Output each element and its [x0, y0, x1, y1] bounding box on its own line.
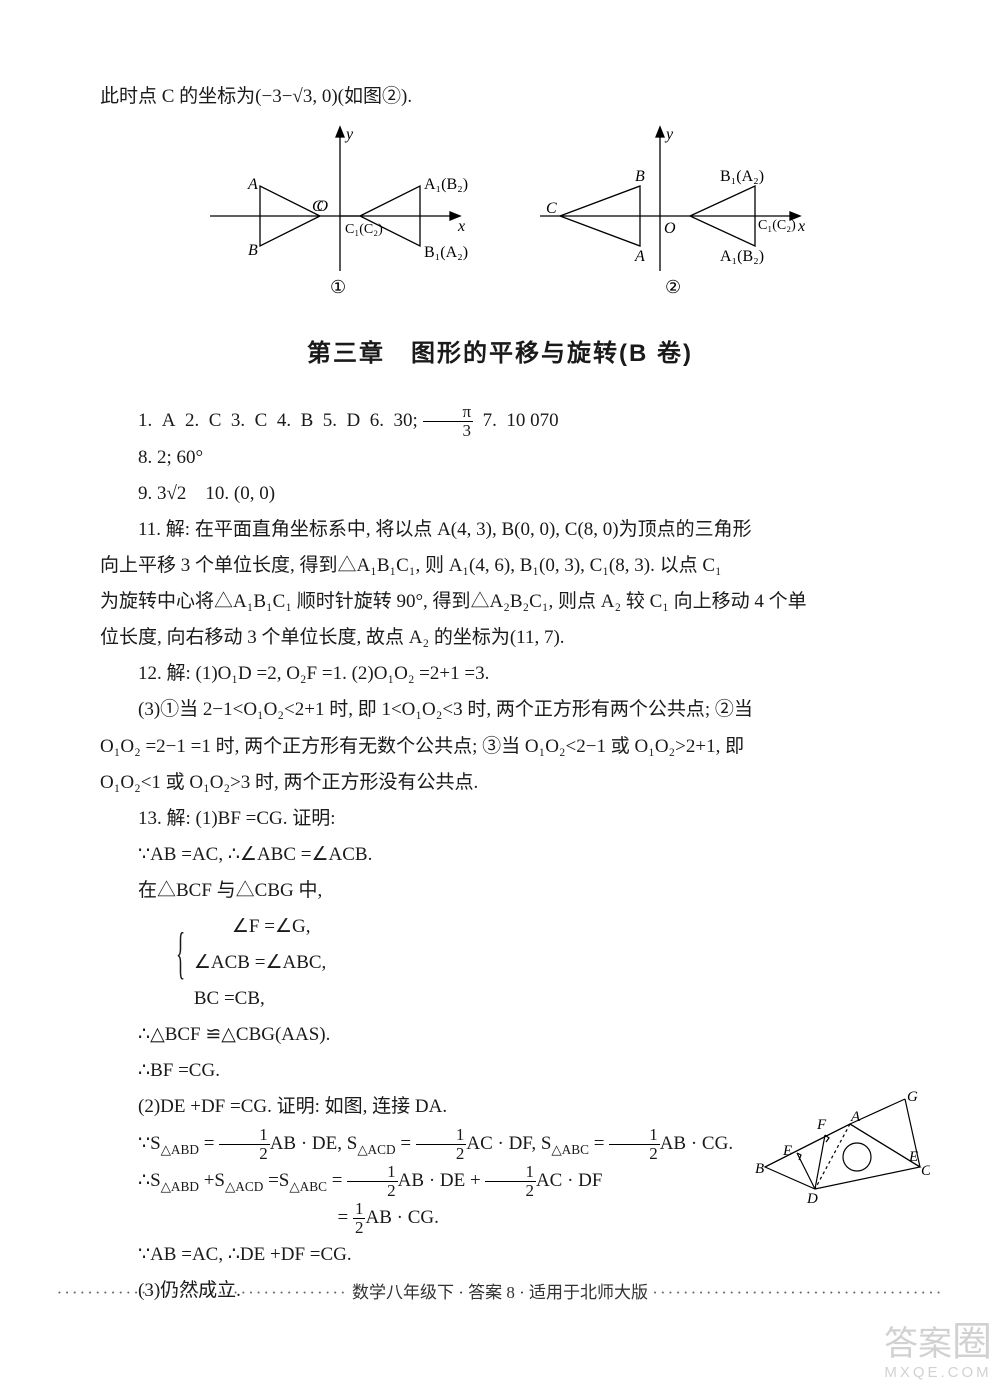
sf-G: G — [907, 1089, 918, 1105]
fig2-B1A2: B₁(A₂) — [720, 168, 764, 185]
fig1-O: O — [316, 198, 328, 215]
ans-13e: ∴BF =CG. — [100, 1053, 900, 1089]
ans-13c: 在△BCF 与△CBG 中, — [100, 873, 900, 909]
ans-13a: 13. 解: (1)BF =CG. 证明: — [100, 801, 900, 837]
watermark-small: MXQE.COM — [884, 1365, 992, 1381]
fig2-A: A — [634, 248, 645, 265]
watermark: 答案圈 MXQE.COM — [884, 1321, 992, 1381]
ans-11a: 11. 解: 在平面直角坐标系中, 将以点 A(4, 3), B(0, 0), … — [100, 512, 900, 548]
fig1-caption: ① — [330, 277, 346, 296]
sys-line-1: ∠F =∠G, — [232, 916, 311, 937]
brace-icon: { — [138, 903, 185, 1011]
ans-11c: 为旋转中心将△A₁B₁C₁ 顺时针旋转 90°, 得到△A₂B₂C₁, 则点 A… — [100, 584, 900, 620]
ans-13b: ∵AB =AC, ∴∠ABC =∠ACB. — [100, 837, 900, 873]
sf-E2: E — [908, 1149, 918, 1165]
side-figure-svg: A B C D E E F G — [755, 1089, 930, 1209]
side-figure: A B C D E E F G — [755, 1089, 930, 1222]
fig2-O: O — [664, 220, 676, 237]
sys-line-3: BC =CB, — [194, 988, 265, 1009]
figure-2-svg: y x B A C O B₁(A₂) A₁(B₂) C₁(C₂) ② — [530, 121, 810, 296]
sf-C: C — [921, 1163, 930, 1179]
ans-1-7: 1. A 2. C 3. C 4. B 5. D 6. 30; π3 7. 10… — [100, 403, 900, 440]
fig2-caption: ② — [665, 277, 681, 296]
fig1-x-label: x — [457, 218, 465, 235]
fig1-A1B2: A₁(B₂) — [424, 176, 468, 193]
figure-1-svg: y x A B C O A₁(B₂) B₁(A₂) C₁(C₂) ① — [190, 121, 470, 296]
ans-12a: 12. 解: (1)O₁D =2, O₂F =1. (2)O₁O₂ =2+1 =… — [100, 656, 900, 692]
page-footer: ······································ 数… — [0, 1277, 1000, 1309]
fig1-A: A — [247, 176, 258, 193]
sf-B: B — [755, 1161, 764, 1177]
fig2-B: B — [635, 168, 645, 185]
ans-12b: (3)①当 2−1<O₁O₂<2+1 时, 即 1<O₁O₂<3 时, 两个正方… — [100, 692, 900, 728]
fig2-x-label: x — [797, 218, 805, 235]
fig2-C: C — [546, 200, 557, 217]
fig2-A1B2: A₁(B₂) — [720, 248, 764, 265]
sf-D: D — [806, 1191, 818, 1207]
ans-13j: ∵AB =AC, ∴DE +DF =CG. — [100, 1237, 900, 1273]
sf-E: E — [782, 1143, 792, 1159]
fig2-y-label: y — [664, 126, 674, 143]
ans-12c: O₁O₂ =2−1 =1 时, 两个正方形有无数个公共点; ③当 O₁O₂<2−… — [100, 729, 900, 765]
fig1-C1C2: C₁(C₂) — [345, 222, 383, 237]
fig1-y-label: y — [344, 126, 354, 143]
ans-8: 8. 2; 60° — [100, 440, 900, 476]
ans-11b: 向上平移 3 个单位长度, 得到△A₁B₁C₁, 则 A₁(4, 6), B₁(… — [100, 548, 900, 584]
figure-2: y x B A C O B₁(A₂) A₁(B₂) C₁(C₂) ② — [530, 121, 810, 309]
ans-9-10: 9. 3√2 10. (0, 0) — [100, 476, 900, 512]
ans-13d: ∴△BCF ≌△CBG(AAS). — [100, 1017, 900, 1053]
fig1-B: B — [248, 242, 258, 259]
footer-dots-right: ······································ — [652, 1283, 943, 1302]
sf-F: F — [816, 1117, 827, 1133]
ans-12d: O₁O₂<1 或 O₁O₂>3 时, 两个正方形没有公共点. — [100, 765, 900, 801]
fig1-B1A2: B₁(A₂) — [424, 244, 468, 261]
sys-line-2: ∠ACB =∠ABC, — [194, 952, 326, 973]
chapter-title: 第三章 图形的平移与旋转(B 卷) — [100, 331, 900, 377]
ans-11d: 位长度, 向右移动 3 个单位长度, 故点 A₂ 的坐标为(11, 7). — [100, 620, 900, 656]
sf-A: A — [850, 1109, 861, 1125]
figures-row: y x A B C O A₁(B₂) B₁(A₂) C₁(C₂) ① — [100, 121, 900, 309]
ans-13-system: { ∠F =∠G, ∠ACB =∠ABC, BC =CB, — [100, 909, 900, 1017]
footer-dots-left: ······································ — [57, 1283, 348, 1302]
footer-text: 数学八年级下 · 答案 8 · 适用于北师大版 — [352, 1283, 652, 1302]
figure-1: y x A B C O A₁(B₂) B₁(A₂) C₁(C₂) ① — [190, 121, 470, 309]
watermark-big: 答案圈 — [884, 1325, 992, 1363]
opening-line: 此时点 C 的坐标为(−3−√3, 0)(如图②). — [100, 79, 900, 115]
fig2-C1C2: C₁(C₂) — [758, 218, 796, 233]
